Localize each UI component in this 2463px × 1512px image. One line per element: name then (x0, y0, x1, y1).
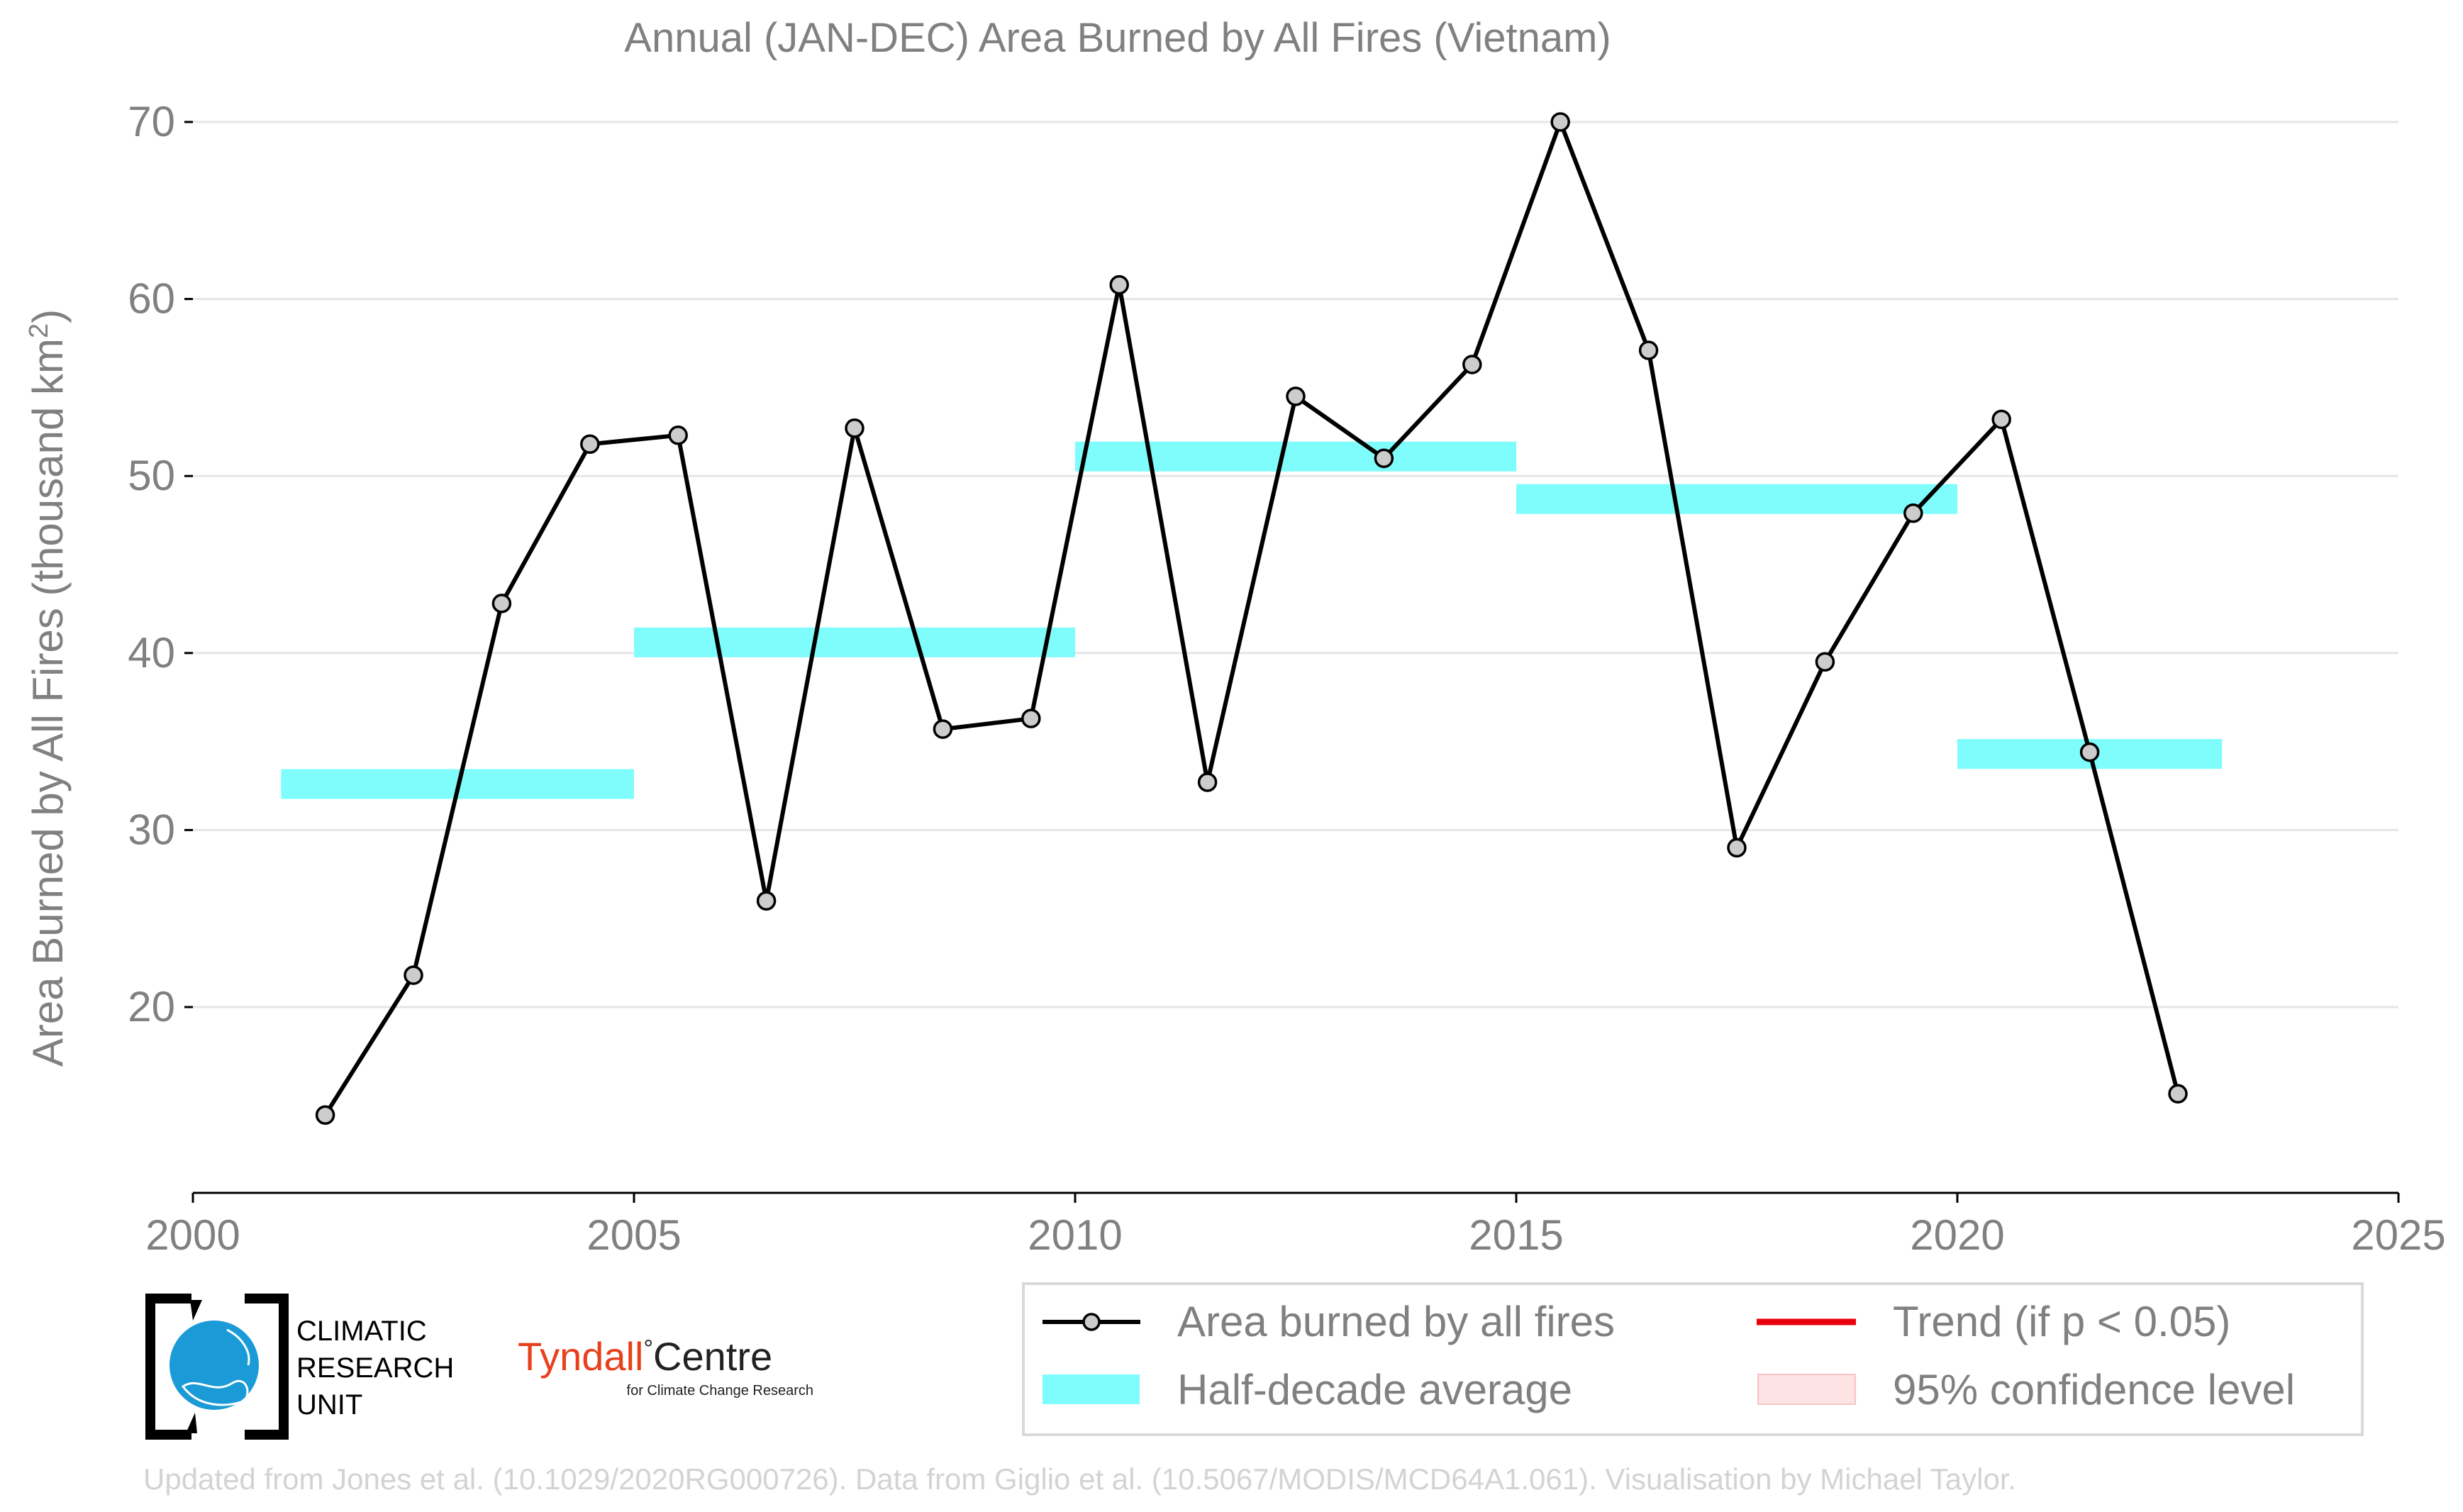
legend-box (1022, 1282, 2364, 1436)
x-tick-label-2020: 2020 (1910, 1211, 2004, 1259)
data-point-2013 (1374, 448, 1394, 468)
legend-label-band: Half-decade average (1177, 1366, 1572, 1413)
cru-logo-slash-top (190, 1300, 202, 1321)
tyndall-logo-degree: ° (643, 1335, 653, 1362)
grid-lines (193, 121, 2398, 1008)
x-tick-label-2025: 2025 (2351, 1211, 2445, 1259)
series-line-area-burned (323, 120, 2180, 1116)
data-point-2011 (1197, 772, 1218, 792)
globe-icon-land (181, 1380, 249, 1406)
data-points (315, 112, 2188, 1125)
data-point-2017 (1727, 838, 1747, 858)
cru-logo-line-3: UNIT (296, 1389, 362, 1421)
data-point-2002 (404, 965, 423, 985)
y-tick-label-40: 40 (128, 629, 175, 677)
y-axis-label-superscript: 2 (24, 323, 54, 338)
data-point-2005 (668, 426, 688, 445)
y-tick-label-30: 30 (128, 806, 175, 853)
data-point-2020 (1991, 409, 2011, 430)
cru-logo-slash-bottom (186, 1413, 197, 1433)
half-decade-bar-2 (1075, 441, 1516, 472)
data-point-2010 (1109, 274, 1129, 295)
data-point-2019 (1903, 503, 1923, 523)
legend: Area burned by all fires Trend (if p < 0… (1022, 1282, 2364, 1436)
data-point-2022 (2168, 1084, 2188, 1104)
x-tick-label-2015: 2015 (1469, 1211, 1563, 1259)
tyndall-logo-centre: Centre (653, 1334, 772, 1379)
y-tick-label-60: 60 (128, 275, 175, 323)
data-point-2012 (1286, 387, 1306, 406)
tyndall-logo-name: Tyndall (518, 1334, 643, 1379)
x-ticks: 2000 2005 2010 2015 2020 2025 (145, 1193, 2446, 1259)
x-tick-label-2010: 2010 (1028, 1211, 1122, 1259)
cru-logo-bracket-left (145, 1294, 191, 1440)
data-point-2009 (1021, 708, 1041, 728)
x-tick-label-2005: 2005 (586, 1211, 681, 1259)
data-line-layer (323, 120, 2180, 1116)
data-point-2016 (1638, 340, 1659, 360)
legend-swatch-confidence (1757, 1374, 1856, 1405)
tyndall-logo: Tyndall°Centre for Climate Change Resear… (518, 1334, 813, 1399)
data-point-2015 (1550, 112, 1570, 132)
footer-credit: Updated from Jones et al. (10.1029/2020R… (143, 1462, 2016, 1496)
y-ticks: 20 30 40 50 60 70 (128, 98, 193, 1030)
cru-logo-bracket-right (245, 1294, 289, 1440)
y-tick-label-70: 70 (128, 98, 175, 145)
y-axis-label: Area Burned by All Fires (thousand km2) (24, 309, 72, 1067)
legend-swatch-marker (1082, 1313, 1101, 1331)
globe-icon-coast (226, 1328, 250, 1366)
half-decade-bar-1 (634, 627, 1075, 657)
data-point-2007 (845, 418, 864, 438)
data-point-2021 (2079, 742, 2100, 762)
data-point-2003 (491, 594, 512, 613)
cru-logo: CLIMATIC RESEARCH UNIT (145, 1294, 454, 1440)
legend-label-confidence: 95% confidence level (1893, 1366, 2295, 1413)
data-point-2018 (1815, 652, 1835, 672)
data-point-2001 (315, 1105, 335, 1125)
globe-icon (169, 1321, 259, 1410)
x-tick-label-2000: 2000 (145, 1211, 240, 1259)
data-point-2008 (933, 719, 953, 739)
chart-title: Annual (JAN-DEC) Area Burned by All Fire… (624, 15, 1611, 61)
y-tick-label-50: 50 (128, 452, 175, 499)
legend-label-trend: Trend (if p < 0.05) (1893, 1298, 2230, 1345)
half-decade-bar-3 (1516, 484, 1957, 514)
legend-swatch-band (1043, 1374, 1140, 1404)
legend-label-series: Area burned by all fires (1177, 1298, 1615, 1345)
data-point-2006 (756, 891, 777, 911)
cru-logo-line-1: CLIMATIC (296, 1316, 427, 1347)
data-point-2004 (580, 434, 600, 455)
svg-text:Tyndall°Centre: Tyndall°Centre (518, 1334, 772, 1379)
data-point-2014 (1462, 355, 1482, 374)
tyndall-logo-subtitle: for Climate Change Research (627, 1383, 813, 1399)
cru-logo-line-2: RESEARCH (296, 1352, 454, 1384)
y-tick-label-20: 20 (128, 983, 175, 1030)
